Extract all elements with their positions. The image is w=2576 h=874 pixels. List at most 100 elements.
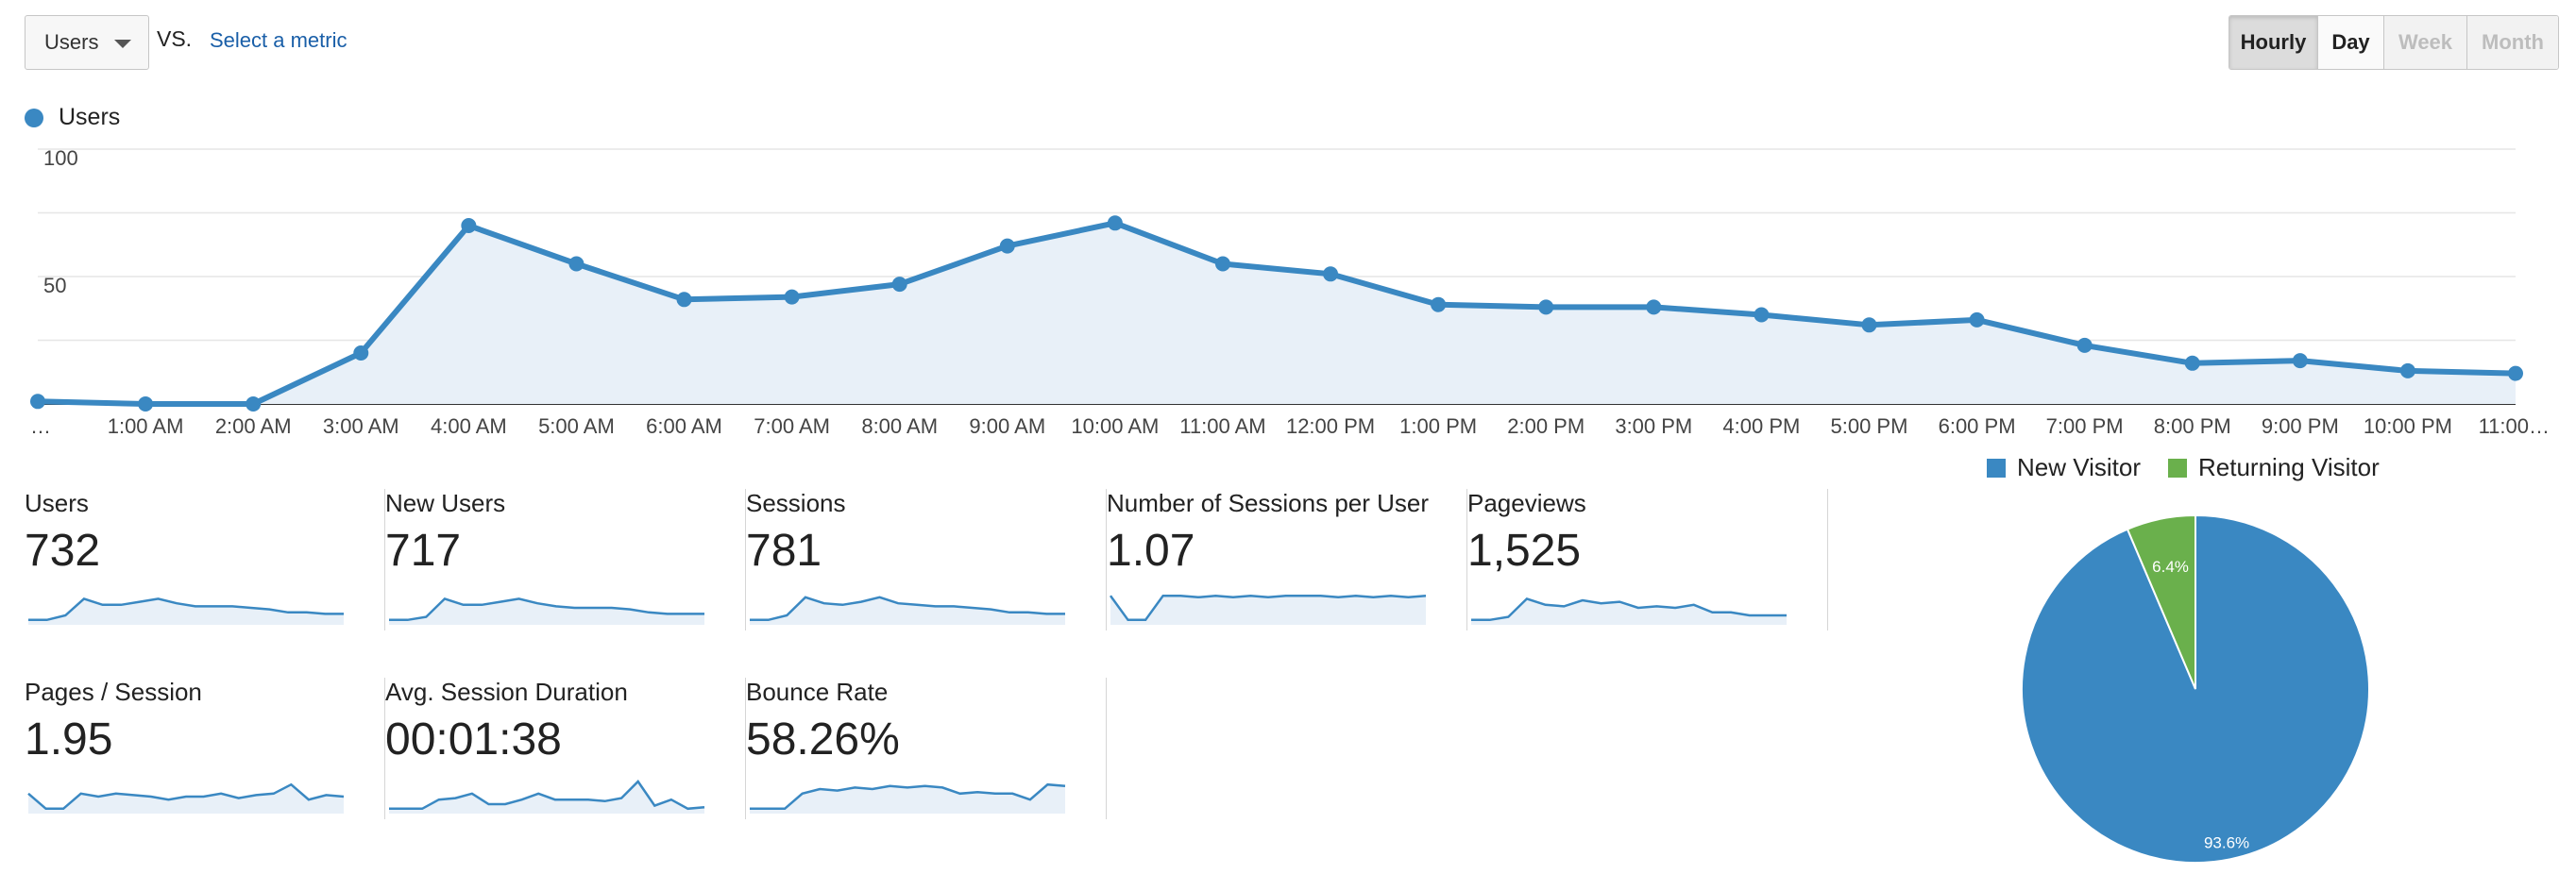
- data-point[interactable]: [1969, 311, 1985, 328]
- metric-label: Avg. Session Duration: [385, 678, 628, 706]
- returning-visitor-label: Returning Visitor: [2198, 453, 2380, 481]
- visitor-pie-chart: 93.6% 6.4%: [2021, 513, 2370, 864]
- x-tick-label: 6:00 AM: [646, 414, 722, 438]
- chart-legend: Users: [25, 104, 120, 131]
- x-tick-label: 11:00 AM: [1179, 414, 1265, 438]
- x-tick-label: 10:00 AM: [1071, 414, 1159, 438]
- tile-divider: [384, 678, 385, 819]
- period-month-button: Month: [2467, 16, 2558, 69]
- data-point[interactable]: [1107, 215, 1123, 231]
- vs-label: VS.: [157, 26, 193, 51]
- metric-value: 732: [25, 526, 101, 576]
- x-tick-label: 7:00 PM: [2046, 414, 2124, 438]
- data-point[interactable]: [2292, 353, 2308, 369]
- x-tick-label: 9:00 AM: [969, 414, 1045, 438]
- data-point[interactable]: [1323, 266, 1339, 282]
- metric-label: Users: [25, 489, 89, 517]
- data-point[interactable]: [676, 292, 692, 308]
- data-point[interactable]: [1646, 299, 1662, 315]
- period-hourly-button[interactable]: Hourly: [2229, 16, 2318, 69]
- x-tick-label: 5:00 AM: [538, 414, 615, 438]
- tile-divider: [1106, 489, 1107, 630]
- data-point[interactable]: [999, 238, 1015, 254]
- metric-tile[interactable]: Users 732: [25, 489, 385, 630]
- data-point[interactable]: [1431, 296, 1447, 312]
- sparkline-line: [750, 782, 1066, 811]
- data-point[interactable]: [138, 396, 154, 412]
- tile-divider: [1466, 489, 1467, 630]
- data-point[interactable]: [568, 256, 585, 272]
- returning-visitor-swatch: [2168, 458, 2187, 478]
- sparkline-area: [389, 598, 704, 625]
- period-week-button: Week: [2384, 16, 2467, 69]
- y-tick-label: 100: [43, 146, 78, 170]
- data-point[interactable]: [30, 394, 45, 410]
- pie-slice-returning-visitor[interactable]: [2126, 513, 2196, 690]
- metric-sparkline: [1109, 594, 1427, 625]
- sparkline-area: [28, 784, 344, 814]
- new-visitor-label: New Visitor: [2017, 453, 2142, 481]
- metric-tile[interactable]: New Users 717: [385, 489, 746, 630]
- metric-value: 1.07: [1107, 526, 1195, 576]
- sparkline-line: [389, 597, 704, 622]
- x-tick-label: 8:00 AM: [861, 414, 938, 438]
- metric-sparkline: [28, 597, 344, 625]
- x-tick-label: 1:00 PM: [1399, 414, 1477, 438]
- period-toggle: Hourly Day Week Month: [2229, 15, 2559, 70]
- data-point[interactable]: [461, 218, 477, 233]
- metric-tile[interactable]: Sessions 781: [746, 489, 1107, 630]
- data-point[interactable]: [1861, 317, 1877, 333]
- tile-divider: [1106, 678, 1107, 819]
- data-point[interactable]: [1214, 256, 1230, 272]
- data-point[interactable]: [1754, 307, 1770, 323]
- data-point[interactable]: [2508, 365, 2523, 381]
- metric-tile[interactable]: Pages / Session 1.95: [25, 678, 385, 819]
- data-point[interactable]: [246, 396, 262, 412]
- new-visitor-swatch: [1987, 458, 2006, 478]
- metric-tile[interactable]: Pageviews 1,525: [1467, 489, 1828, 630]
- data-point[interactable]: [784, 289, 800, 305]
- data-point[interactable]: [2184, 355, 2200, 371]
- select-metric-link[interactable]: Select a metric: [210, 28, 347, 52]
- x-tick-label: 2:00 AM: [215, 414, 292, 438]
- y-tick-label: 50: [43, 274, 66, 297]
- metric-tile[interactable]: Number of Sessions per User 1.07: [1107, 489, 1467, 630]
- metric-sparkline: [389, 780, 705, 814]
- data-point[interactable]: [891, 277, 907, 293]
- sparkline-line: [750, 596, 1065, 622]
- pie-legend-new-visitor: New Visitor: [1987, 453, 2141, 482]
- x-tick-label: 12:00 PM: [1286, 414, 1375, 438]
- metric-tile[interactable]: Bounce Rate 58.26%: [746, 678, 1107, 819]
- legend-dot-icon: [25, 108, 43, 127]
- chevron-down-icon: [114, 40, 131, 48]
- tile-divider: [384, 489, 385, 630]
- metric-sparkline: [750, 782, 1066, 814]
- period-day-button[interactable]: Day: [2318, 16, 2384, 69]
- x-tick-label: 7:00 AM: [754, 414, 830, 438]
- sparkline-area: [750, 784, 1065, 814]
- x-tick-label: 6:00 PM: [1939, 414, 2016, 438]
- metric-tile[interactable]: Avg. Session Duration 00:01:38: [385, 678, 746, 819]
- pie-slice-label: 93.6%: [2204, 833, 2249, 851]
- sparkline-line: [27, 782, 345, 811]
- metric-label: Bounce Rate: [746, 678, 889, 706]
- tile-divider: [745, 489, 746, 630]
- series-area: [38, 223, 2516, 404]
- metric-label: Pages / Session: [25, 678, 202, 706]
- users-line-chart: 100 50 … 1:00 AM 2:00 AM 3:00 AM 4:00 AM 5:00 A…: [30, 146, 2550, 438]
- sparkline-area: [1471, 598, 1787, 625]
- metric-label: Number of Sessions per User: [1107, 489, 1430, 517]
- metric-sparkline: [389, 597, 704, 625]
- x-tick-label: 2:00 PM: [1507, 414, 1585, 438]
- x-tick-label: 10:00 PM: [2364, 414, 2452, 438]
- data-point[interactable]: [2399, 362, 2415, 378]
- x-tick-label: 4:00 AM: [431, 414, 507, 438]
- data-point[interactable]: [353, 345, 369, 361]
- metric-sparkline: [750, 596, 1065, 625]
- sparkline-line: [1471, 597, 1787, 622]
- data-point[interactable]: [2076, 337, 2093, 353]
- metric-label: Sessions: [746, 489, 846, 517]
- metric-sparkline: [27, 782, 345, 814]
- metric-select[interactable]: Users: [25, 15, 149, 70]
- data-point[interactable]: [1538, 299, 1554, 315]
